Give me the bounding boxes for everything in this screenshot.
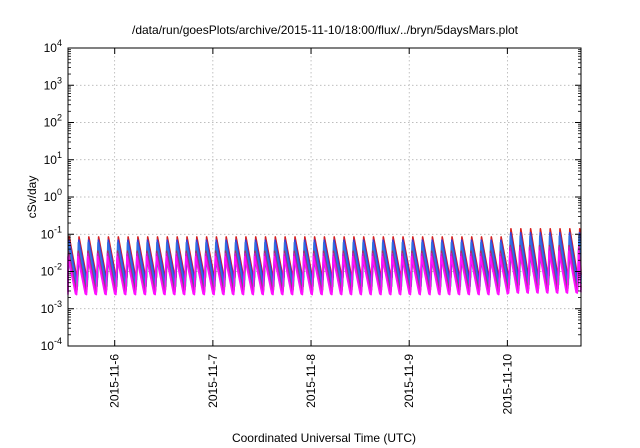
x-tick-label: 2015-11-10 bbox=[500, 354, 514, 415]
grid bbox=[68, 48, 581, 346]
axes: 10-4 10-3 10-2 10-1 100 101 102 103 104 2015-11-6… bbox=[41, 38, 582, 415]
x-tick-label: 2015-11-8 bbox=[304, 354, 318, 408]
y-tick-label: 103 bbox=[44, 75, 62, 92]
y-tick-label: 10-4 bbox=[41, 336, 62, 353]
x-tick-label: 2015-11-7 bbox=[206, 354, 220, 408]
x-tick-label: 2015-11-6 bbox=[108, 354, 122, 408]
y-tick-label: 10-1 bbox=[41, 224, 62, 241]
chart-title: /data/run/goesPlots/archive/2015-11-10/1… bbox=[132, 23, 519, 37]
y-axis-title: cSv/day bbox=[25, 176, 39, 219]
x-axis-title: Coordinated Universal Time (UTC) bbox=[232, 431, 416, 445]
y-tick-label: 100 bbox=[44, 187, 62, 204]
x-tick-label: 2015-11-9 bbox=[402, 354, 416, 408]
y-tick-label: 10-2 bbox=[41, 262, 62, 279]
plot-frame bbox=[67, 47, 582, 347]
y-tick-label: 102 bbox=[44, 113, 62, 130]
series-group bbox=[67, 228, 582, 296]
y-tick-label: 10-3 bbox=[41, 299, 62, 316]
y-tick-label: 104 bbox=[44, 38, 62, 55]
y-tick-label: 101 bbox=[44, 150, 62, 167]
series-line bbox=[67, 250, 582, 296]
